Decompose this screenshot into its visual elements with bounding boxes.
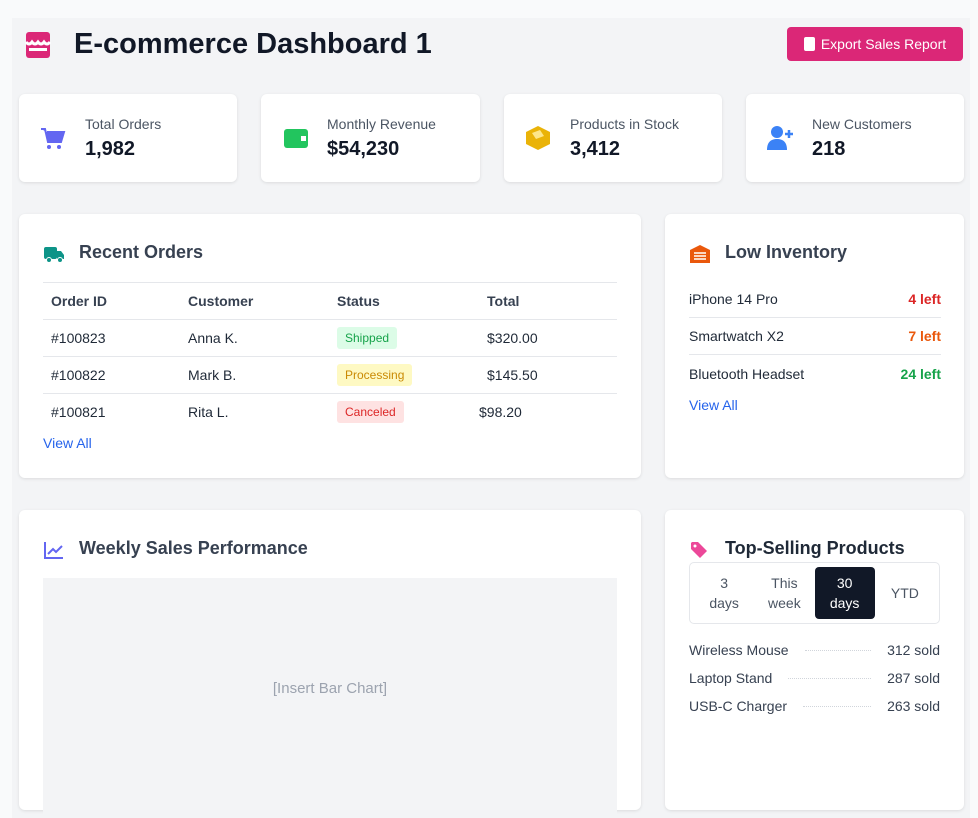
table-row[interactable]: #100821 Rita L. Canceled $98.20	[43, 394, 617, 431]
list-item: Bluetooth Headset 24 left	[689, 365, 941, 382]
range-this-week[interactable]: This week	[768, 575, 801, 611]
top-selling-card: Top-Selling Products 3 days This week 30 da…	[665, 510, 964, 810]
recent-orders-heading: Recent Orders	[79, 242, 204, 262]
list-item: iPhone 14 Pro 4 left	[689, 281, 941, 318]
chart-line-icon	[44, 542, 63, 559]
orders-table: Order ID Customer Status Total #100823 Anna …	[43, 282, 617, 431]
export-sales-report-button[interactable]: Export Sales Report	[787, 27, 963, 61]
low-inventory-heading: Low Inventory	[725, 242, 848, 262]
file-export-icon	[803, 37, 815, 51]
warehouse-icon	[690, 245, 710, 263]
list-item: Wireless Mouse 312 sold	[689, 642, 940, 658]
table-row[interactable]: #100823 Anna K. Shipped $320.00	[43, 319, 617, 357]
status-badge: Shipped	[337, 327, 398, 349]
cart-icon	[41, 128, 66, 149]
box-icon	[526, 126, 550, 150]
page-title: E-commerce Dashboard 1	[74, 28, 432, 60]
wallet-icon	[284, 129, 308, 148]
low-inventory-card: Low Inventory iPhone 14 Pro 4 left Smartw…	[665, 214, 964, 478]
list-item: Smartwatch X2 7 left	[689, 318, 941, 355]
stat-card-new-customers: New Customers 218	[746, 94, 964, 182]
chart-placeholder: [Insert Bar Chart]	[43, 578, 617, 818]
list-item: USB-C Charger 263 sold	[689, 698, 940, 714]
range-3-days[interactable]: 3 days	[709, 575, 739, 611]
recent-orders-card: Recent Orders Order ID Customer Status Tota…	[19, 214, 641, 478]
status-badge: Canceled	[337, 401, 404, 424]
top-selling-heading: Top-Selling Products	[725, 538, 905, 558]
status-badge: Processing	[337, 364, 413, 386]
list-item: Laptop Stand 287 sold	[689, 670, 940, 686]
orders-view-all-link[interactable]: View All	[43, 435, 92, 451]
stat-card-total-orders: Total Orders 1,982	[19, 94, 237, 182]
weekly-sales-heading: Weekly Sales Performance	[79, 538, 308, 558]
user-plus-icon	[767, 126, 793, 150]
range-selector: 3 days This week 30 days YTD	[689, 562, 940, 624]
range-ytd[interactable]: YTD	[890, 585, 919, 601]
truck-icon	[44, 247, 64, 263]
weekly-sales-card: Weekly Sales Performance [Insert Bar Cha…	[19, 510, 641, 818]
stat-card-products-in-stock: Products in Stock 3,412	[504, 94, 722, 182]
stat-card-monthly-revenue: Monthly Revenue $54,230	[261, 94, 480, 182]
table-row[interactable]: #100822 Mark B. Processing $145.50	[43, 356, 617, 394]
range-30-days[interactable]: 30 days	[814, 567, 875, 619]
inventory-view-all-link[interactable]: View All	[689, 397, 738, 413]
store-icon	[24, 32, 52, 58]
tag-icon	[691, 542, 707, 558]
